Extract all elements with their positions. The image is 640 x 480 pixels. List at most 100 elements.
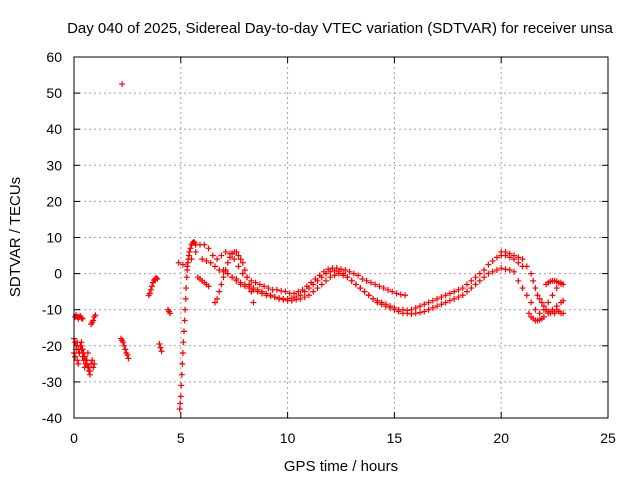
data-point: [468, 277, 475, 284]
data-point: [124, 351, 131, 358]
data-point: [188, 256, 195, 263]
data-point: [382, 303, 389, 310]
data-point: [177, 400, 184, 407]
data-point: [79, 346, 86, 353]
data-point: [153, 274, 160, 281]
data-point: [485, 261, 492, 268]
data-point: [301, 288, 308, 295]
data-point: [314, 277, 321, 284]
data-point: [87, 371, 94, 378]
data-point: [82, 357, 89, 364]
data-point: [157, 344, 164, 351]
data-point: [203, 257, 210, 264]
data-point: [91, 360, 98, 367]
data-point: [231, 256, 238, 263]
data-point: [468, 285, 475, 292]
data-point: [455, 294, 462, 301]
data-point: [297, 295, 304, 302]
data-point: [209, 252, 216, 259]
data-point: [85, 368, 92, 375]
data-point: [551, 310, 558, 317]
data-point: [506, 266, 513, 273]
data-point: [327, 274, 334, 281]
data-point: [519, 285, 526, 292]
data-point: [78, 315, 85, 322]
x-tick-label: 15: [387, 430, 403, 446]
data-point: [280, 296, 287, 303]
data-point: [224, 270, 231, 277]
data-point: [363, 277, 370, 284]
data-point: [256, 281, 263, 288]
data-point: [459, 292, 466, 299]
data-point: [528, 270, 535, 277]
data-point: [235, 252, 242, 259]
data-point: [226, 254, 233, 261]
data-point: [75, 360, 82, 367]
x-tick-label: 25: [600, 430, 616, 446]
data-point: [540, 306, 547, 313]
data-point: [179, 261, 186, 268]
data-point: [530, 277, 537, 284]
data-point: [186, 248, 193, 255]
data-point: [233, 248, 240, 255]
data-point: [119, 81, 126, 88]
data-point: [519, 256, 526, 263]
data-point: [80, 350, 87, 357]
data-point: [532, 285, 539, 292]
data-point: [361, 288, 368, 295]
data-point: [346, 268, 353, 275]
data-point: [214, 256, 221, 263]
data-point: [314, 285, 321, 292]
data-point: [502, 248, 509, 255]
data-point: [389, 288, 396, 295]
data-point: [267, 292, 274, 299]
x-tick-label: 5: [177, 430, 185, 446]
data-point: [211, 299, 218, 306]
data-point: [442, 292, 449, 299]
data-point: [344, 274, 351, 281]
data-point: [310, 281, 317, 288]
data-point: [350, 270, 357, 277]
data-point: [367, 279, 374, 286]
data-point: [560, 297, 567, 304]
data-point: [384, 286, 391, 293]
data-point: [184, 263, 191, 270]
data-point: [434, 303, 441, 310]
data-point: [301, 294, 308, 301]
data-point: [417, 309, 424, 316]
data-point: [331, 272, 338, 279]
data-point: [237, 281, 244, 288]
data-point: [421, 301, 428, 308]
data-point: [476, 270, 483, 277]
data-point: [120, 339, 127, 346]
data-point: [511, 268, 518, 275]
data-point: [397, 291, 404, 298]
data-point: [310, 288, 317, 295]
data-point: [370, 295, 377, 302]
grid: [74, 57, 608, 418]
data-point: [481, 274, 488, 281]
data-point: [515, 259, 522, 266]
data-point: [90, 364, 97, 371]
data-point: [417, 303, 424, 310]
data-point: [177, 393, 184, 400]
data-point: [464, 281, 471, 288]
data-point: [222, 266, 229, 273]
data-point: [536, 295, 543, 302]
data-point: [451, 288, 458, 295]
data-point: [288, 297, 295, 304]
data-point: [179, 360, 186, 367]
data-point: [451, 295, 458, 302]
data-point: [79, 315, 86, 322]
data-point: [239, 259, 246, 266]
data-point: [248, 277, 255, 284]
data-point: [122, 346, 129, 353]
data-point: [278, 287, 285, 294]
data-point: [545, 310, 552, 317]
data-point: [538, 299, 545, 306]
data-point: [528, 299, 535, 306]
data-point: [532, 306, 539, 313]
data-point: [365, 292, 372, 299]
data-point: [182, 295, 189, 302]
